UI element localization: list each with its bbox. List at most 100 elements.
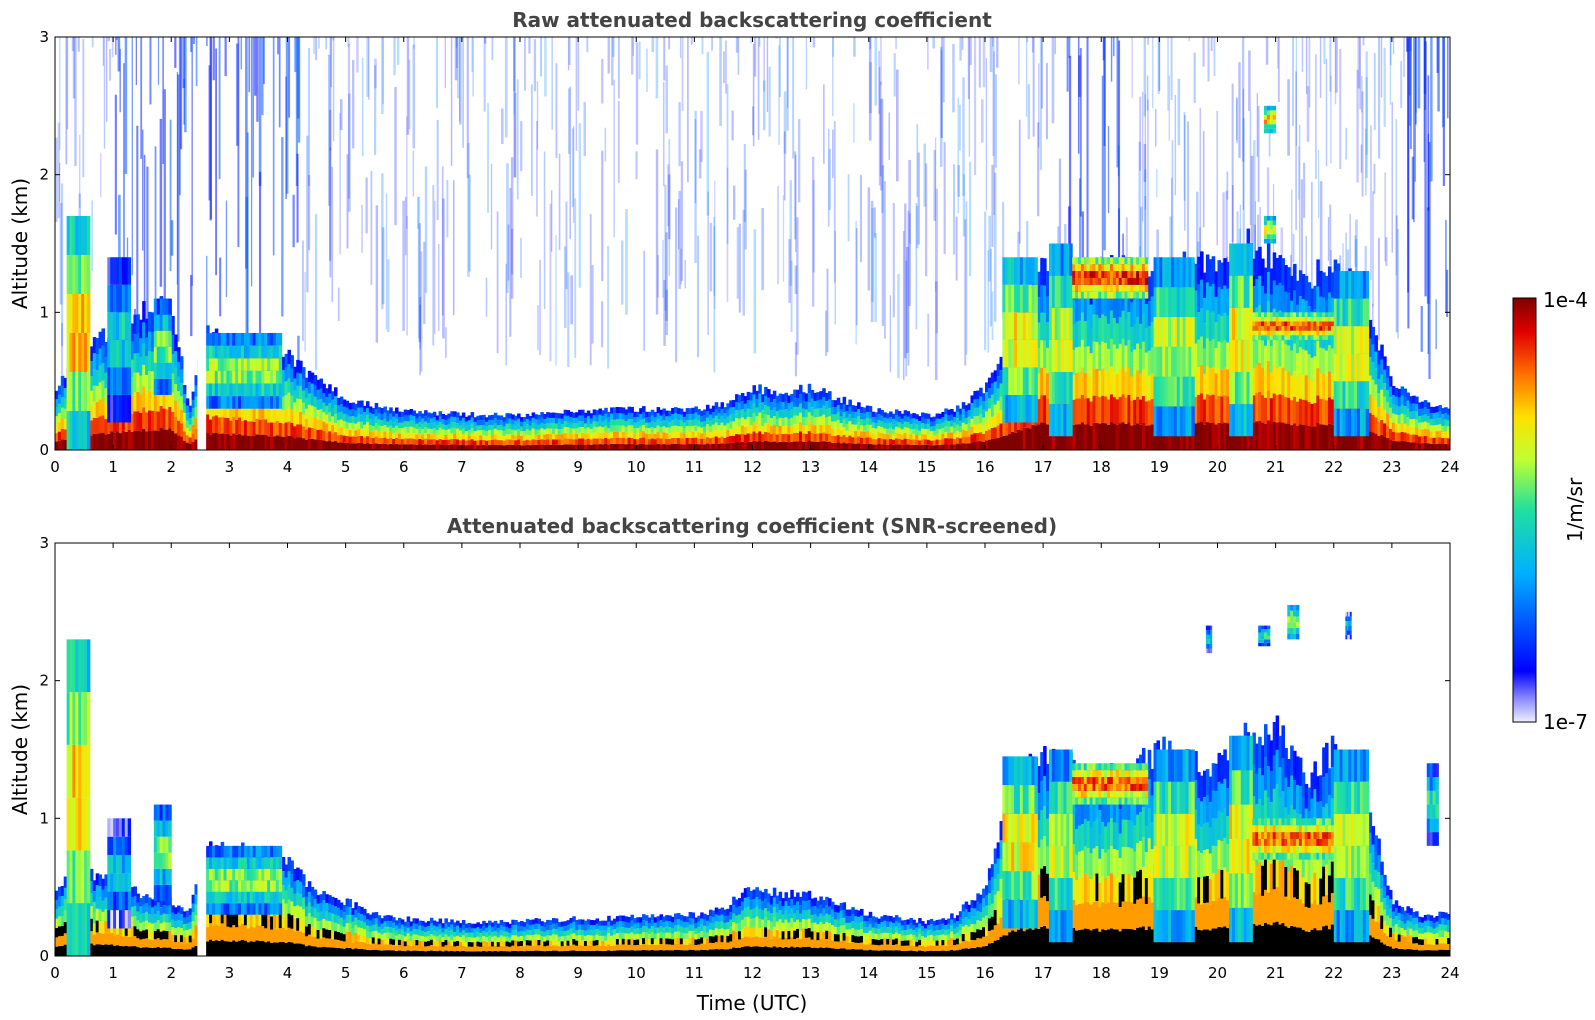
boundary-layer-cell xyxy=(601,421,605,428)
noise-column xyxy=(1359,37,1361,110)
boundary-layer-cell xyxy=(139,375,143,395)
boundary-layer-cell xyxy=(880,438,884,445)
noise-column xyxy=(794,265,798,295)
cloud-cell xyxy=(1307,316,1311,322)
noise-column xyxy=(867,187,871,291)
boundary-layer-cell xyxy=(674,431,678,438)
noise-column xyxy=(668,37,671,50)
boundary-layer-cell xyxy=(1109,394,1114,423)
boundary-layer-cell xyxy=(1255,393,1259,422)
cloud-cell xyxy=(1345,298,1349,327)
noise-column xyxy=(663,279,666,346)
noise-column xyxy=(1389,37,1392,105)
boundary-layer-cell xyxy=(304,398,309,409)
cloud-cell xyxy=(1124,264,1128,272)
cloud-cell xyxy=(1330,330,1335,336)
boundary-layer-cell xyxy=(1150,271,1155,297)
boundary-layer-cell xyxy=(1371,379,1376,398)
boundary-layer-cell xyxy=(860,406,864,414)
boundary-layer-cell xyxy=(55,433,59,442)
noise-column xyxy=(1265,37,1269,65)
boundary-layer-cell xyxy=(1191,423,1195,450)
cloud-cell xyxy=(1002,339,1006,368)
cloud-cell xyxy=(278,370,283,384)
boundary-layer-cell xyxy=(1200,421,1204,450)
cloud-cell xyxy=(1086,277,1091,285)
boundary-layer-cell xyxy=(435,440,440,446)
boundary-layer-cell xyxy=(342,413,347,422)
cloud-cell xyxy=(1075,277,1079,285)
boundary-layer-cell xyxy=(325,441,329,450)
boundary-layer-cell xyxy=(1144,352,1149,378)
boundary-layer-cell xyxy=(520,445,524,450)
cloud-cell xyxy=(1034,394,1038,423)
boundary-layer-cell xyxy=(787,418,791,427)
cloud-cell xyxy=(127,257,132,285)
boundary-layer-cell xyxy=(720,436,725,444)
cloud-cell xyxy=(1034,367,1038,395)
boundary-layer-cell xyxy=(1136,290,1140,317)
boundary-layer-cell xyxy=(874,444,879,450)
boundary-layer-cell xyxy=(778,417,783,426)
boundary-layer-cell xyxy=(392,427,396,434)
boundary-layer-cell xyxy=(322,412,326,422)
boundary-layer-cell xyxy=(833,435,838,443)
boundary-layer-cell xyxy=(293,390,297,403)
noise-column xyxy=(490,163,493,250)
boundary-layer-cell xyxy=(1342,425,1346,450)
boundary-layer-cell xyxy=(639,438,643,445)
boundary-layer-cell xyxy=(235,434,239,450)
boundary-layer-cell xyxy=(444,420,448,426)
boundary-layer-cell xyxy=(339,419,344,428)
boundary-layer-cell xyxy=(531,412,536,418)
boundary-layer-cell xyxy=(586,438,591,445)
cloud-cell xyxy=(1357,298,1361,327)
boundary-layer-cell xyxy=(726,409,730,417)
noise-column xyxy=(484,37,487,44)
boundary-layer-cell xyxy=(691,437,695,444)
boundary-layer-cell xyxy=(145,374,149,394)
noise-column xyxy=(256,37,259,122)
boundary-layer-cell xyxy=(159,428,164,450)
boundary-layer-cell xyxy=(473,435,478,441)
boundary-layer-cell xyxy=(1109,366,1114,395)
boundary-layer-cell xyxy=(371,444,376,450)
cloud-cell xyxy=(1078,277,1082,285)
boundary-layer-cell xyxy=(1293,343,1297,371)
boundary-layer-cell xyxy=(421,418,425,424)
boundary-layer-cell xyxy=(493,412,498,419)
noise-column xyxy=(794,342,797,377)
boundary-layer-cell xyxy=(862,407,867,414)
cloud-cell xyxy=(1304,330,1309,336)
cloud-cell xyxy=(1188,346,1192,377)
boundary-layer-cell xyxy=(1284,344,1288,371)
boundary-layer-cell xyxy=(1418,443,1422,450)
boundary-layer-cell xyxy=(470,422,475,429)
boundary-layer-cell xyxy=(717,437,722,444)
cloud-cell xyxy=(1153,257,1157,288)
boundary-layer-cell xyxy=(735,434,739,443)
cloud-cell xyxy=(1121,284,1125,292)
boundary-layer-cell xyxy=(618,431,623,438)
boundary-layer-cell xyxy=(915,439,919,445)
noise-column xyxy=(406,37,410,135)
boundary-layer-cell xyxy=(1269,424,1274,450)
boundary-layer-cell xyxy=(595,421,600,428)
boundary-layer-cell xyxy=(450,433,454,439)
boundary-layer-cell xyxy=(1295,377,1300,402)
noise-column xyxy=(1384,172,1386,262)
boundary-layer-cell xyxy=(961,429,966,437)
boundary-layer-cell xyxy=(903,415,908,422)
boundary-layer-cell xyxy=(424,438,428,445)
boundary-layer-cell xyxy=(784,409,788,418)
cloud-cell xyxy=(1054,243,1059,276)
boundary-layer-cell xyxy=(688,444,693,450)
boundary-layer-cell xyxy=(1202,272,1207,298)
boundary-layer-cell xyxy=(877,438,881,445)
noise-column xyxy=(471,37,474,73)
boundary-layer-cell xyxy=(607,433,611,440)
noise-column xyxy=(1202,131,1205,228)
noise-column xyxy=(1257,106,1260,203)
boundary-layer-cell xyxy=(517,439,521,445)
noise-column xyxy=(1210,37,1213,51)
